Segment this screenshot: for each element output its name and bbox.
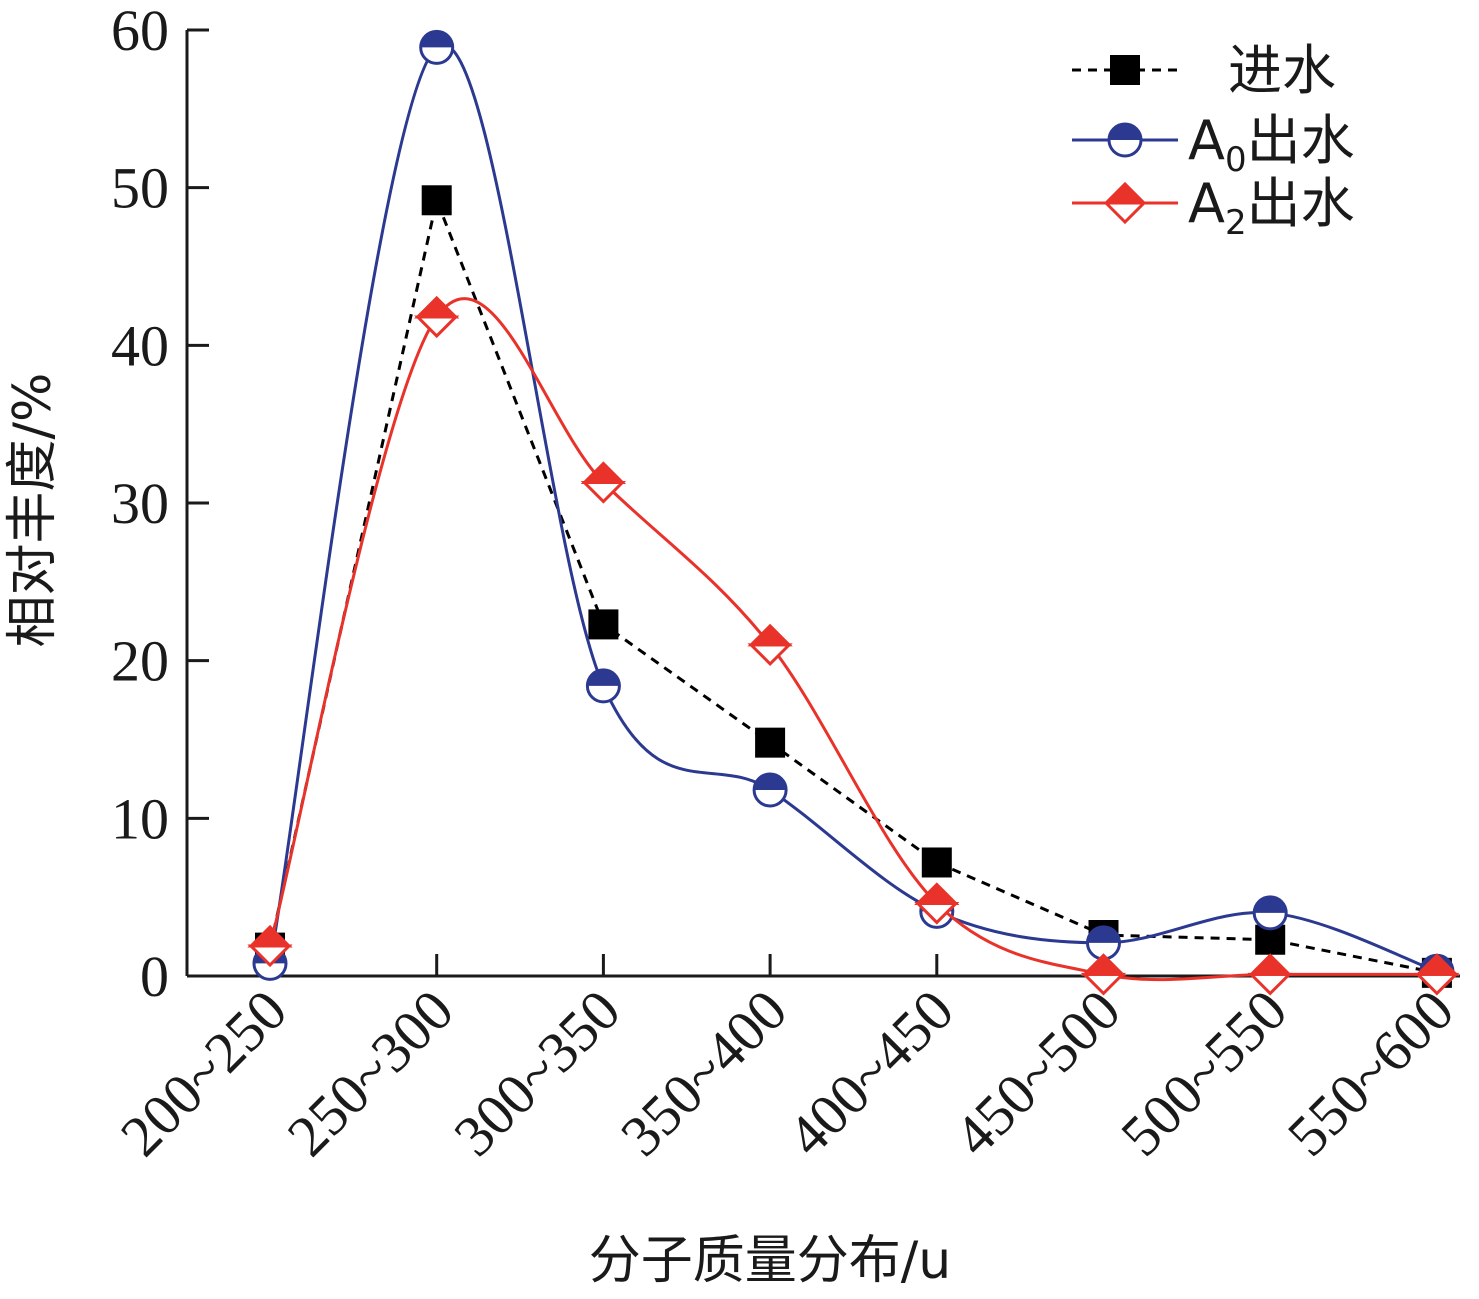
y-tick-label: 30 <box>111 471 169 536</box>
data-point <box>1252 895 1288 931</box>
legend-label-main: A <box>1188 109 1225 172</box>
data-point <box>247 924 293 968</box>
series-2 <box>247 295 1460 996</box>
legend-marker <box>1110 55 1140 85</box>
y-tick-label: 20 <box>111 629 169 694</box>
legend-item-2: A2出水 <box>1072 172 1355 243</box>
data-point <box>1080 953 1127 996</box>
data-point <box>752 772 788 808</box>
data-point <box>421 185 452 216</box>
x-tick-label: 550~600 <box>1275 977 1466 1168</box>
y-axis-label: 相对丰度/% <box>3 373 63 648</box>
series-layer <box>247 29 1460 996</box>
legend-label: A2出水 <box>1188 172 1355 243</box>
data-point <box>921 847 952 878</box>
legend-marker <box>1102 181 1148 225</box>
data-point <box>747 623 793 667</box>
series-line <box>268 297 1437 982</box>
legend-item-0: 进水 <box>1072 39 1336 102</box>
legend-label-main: A <box>1188 172 1225 235</box>
x-tick-label: 400~450 <box>775 977 966 1168</box>
x-tick-label: 250~300 <box>275 977 466 1168</box>
legend-label: 进水 <box>1228 39 1336 102</box>
y-tick-label: 50 <box>111 156 169 221</box>
x-tick-label: 500~550 <box>1108 977 1299 1168</box>
series-line <box>268 43 1438 973</box>
y-tick-label: 0 <box>140 944 169 1009</box>
y-tick-label: 60 <box>111 0 169 63</box>
legend-label-tail: 出水 <box>1247 172 1355 235</box>
data-point <box>588 609 619 640</box>
x-axis-label: 分子质量分布/u <box>589 1231 951 1291</box>
y-tick-label: 40 <box>111 313 169 378</box>
x-tick-label: 300~350 <box>441 977 632 1168</box>
legend-marker <box>1107 122 1143 158</box>
series-line <box>268 195 1438 975</box>
data-point <box>419 29 455 65</box>
x-tick-label: 450~500 <box>941 977 1132 1168</box>
legend-label-tail: 出水 <box>1247 109 1355 172</box>
legend-label-subscript: 2 <box>1225 203 1247 243</box>
legend-label: A0出水 <box>1188 109 1355 180</box>
data-point <box>1247 953 1293 996</box>
data-point <box>914 882 960 925</box>
data-point <box>755 727 786 758</box>
legend-label-subscript: 0 <box>1225 140 1247 180</box>
x-tick-label: 200~250 <box>108 977 299 1168</box>
x-tick-label: 350~400 <box>608 977 799 1168</box>
data-point <box>1414 953 1460 996</box>
data-point <box>414 295 460 339</box>
data-point <box>580 461 627 504</box>
y-tick-label: 10 <box>111 786 169 851</box>
legend-item-1: A0出水 <box>1072 109 1355 180</box>
data-point <box>585 668 621 704</box>
